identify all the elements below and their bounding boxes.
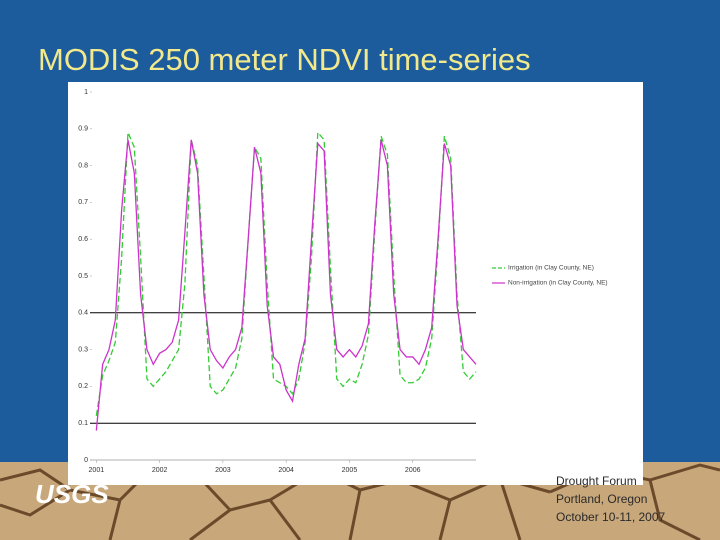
y-tick-label: 0 bbox=[84, 457, 88, 464]
series-line bbox=[95, 130, 477, 416]
y-tick-label: 0.9 bbox=[78, 126, 88, 133]
y-tick-label: 0.5 bbox=[78, 273, 88, 280]
y-tick-label: 1 bbox=[84, 89, 88, 96]
legend-label: Irrigation (in Clay County, NE) bbox=[508, 265, 594, 272]
x-tick-label: 2002 bbox=[152, 467, 168, 474]
y-tick-label: 0.3 bbox=[78, 346, 88, 353]
logo: USGS bbox=[35, 479, 109, 509]
slide-title: MODIS 250 meter NDVI time-series bbox=[38, 42, 531, 77]
y-tick-label: 0.4 bbox=[78, 310, 88, 317]
y-tick-label: 0.2 bbox=[78, 383, 88, 390]
series-line bbox=[95, 139, 477, 431]
legend-label: Non-irrigation (in Clay County, NE) bbox=[508, 280, 608, 287]
x-tick-label: 2003 bbox=[215, 467, 231, 474]
footer-line: Drought Forum bbox=[556, 474, 637, 488]
plot: 0 0.1 0.2 0.3 0.4 0.5 0.6 0.7 0.8 0.9 1 2001 2002 200… bbox=[78, 89, 607, 474]
footer-line: Portland, Oregon bbox=[556, 492, 647, 506]
footer-line: October 10-11, 2007 bbox=[556, 510, 666, 524]
y-tick-label: 0.8 bbox=[78, 162, 88, 169]
y-tick-label: 0.7 bbox=[78, 199, 88, 206]
chart-area bbox=[68, 82, 643, 485]
x-tick-label: 2005 bbox=[342, 467, 358, 474]
y-tick-label: 0.1 bbox=[78, 420, 88, 427]
x-tick-label: 2006 bbox=[405, 467, 421, 474]
x-tick-label: 2001 bbox=[89, 467, 105, 474]
x-tick-label: 2004 bbox=[278, 467, 294, 474]
y-tick-label: 0.6 bbox=[78, 236, 88, 243]
